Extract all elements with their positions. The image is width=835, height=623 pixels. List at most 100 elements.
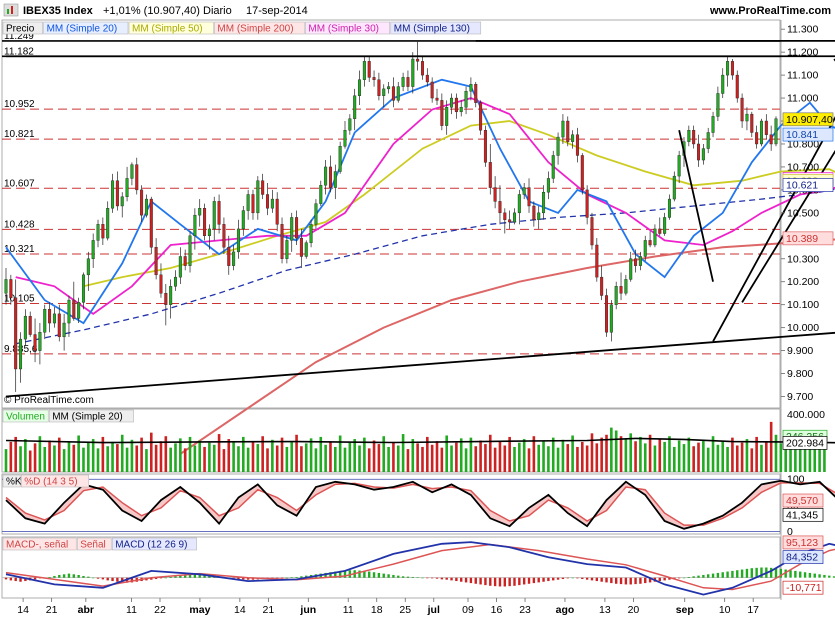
legend-item[interactable]: MACD (12 26 9) bbox=[112, 538, 196, 551]
macd-histogram-bar bbox=[814, 574, 816, 578]
candle-body bbox=[610, 305, 613, 333]
candle-body bbox=[668, 199, 671, 217]
macd-histogram-bar bbox=[373, 572, 375, 577]
volume-bar bbox=[150, 433, 153, 472]
volume-bar bbox=[339, 435, 342, 472]
macd-histogram-bar bbox=[174, 576, 176, 577]
volume-bar bbox=[174, 443, 177, 472]
macd-histogram-bar bbox=[455, 578, 457, 581]
legend-item[interactable]: MM (Simple 200) bbox=[214, 22, 304, 35]
volume-bar bbox=[596, 443, 599, 472]
candle-body bbox=[654, 229, 657, 245]
candle-body bbox=[305, 243, 308, 257]
legend-item[interactable]: MM (Simple 50) bbox=[129, 22, 213, 35]
macd-histogram-bar bbox=[470, 578, 472, 583]
legend-item[interactable]: MM (Simple 130) bbox=[391, 22, 481, 35]
candle bbox=[775, 116, 778, 146]
macd-histogram-bar bbox=[465, 578, 467, 583]
candle-body bbox=[339, 146, 342, 171]
candle-body bbox=[334, 172, 337, 188]
price-y-tick-label: 10.200 bbox=[787, 276, 819, 288]
legend-item[interactable]: MM (Simple 30) bbox=[305, 22, 389, 35]
candle-body bbox=[126, 178, 129, 196]
candle-body bbox=[218, 201, 221, 224]
legend-item[interactable]: %D (14 3 5) bbox=[21, 475, 89, 488]
legend-item[interactable]: MM (Simple 20) bbox=[49, 410, 133, 423]
candle-body bbox=[499, 201, 502, 212]
candle-body bbox=[261, 181, 264, 195]
macd-histogram-bar bbox=[445, 578, 447, 580]
candle bbox=[673, 172, 676, 202]
macd-histogram-bar bbox=[639, 578, 641, 584]
macd-histogram-bar bbox=[557, 578, 559, 580]
macd-histogram-bar bbox=[92, 578, 94, 579]
stochastic-badge: 49,570 bbox=[783, 494, 823, 507]
candle-body bbox=[658, 229, 661, 234]
stochastic-badge-label: 41,345 bbox=[786, 509, 818, 521]
volume-bar bbox=[353, 439, 356, 472]
candle-body bbox=[68, 300, 71, 323]
macd-histogram-bar bbox=[494, 578, 496, 586]
price-y-tick-label: 11.300 bbox=[787, 24, 818, 36]
legend-item[interactable]: Precio bbox=[3, 22, 43, 35]
candle-body bbox=[441, 100, 444, 125]
candle-body bbox=[97, 224, 100, 240]
volume-bar bbox=[542, 441, 545, 472]
volume-bar bbox=[378, 444, 381, 472]
stochastic-badge-label: 49,570 bbox=[786, 495, 818, 507]
volume-bar bbox=[484, 444, 487, 472]
x-axis-tick-label: 18 bbox=[371, 604, 383, 616]
x-axis-tick-label: jul bbox=[427, 604, 440, 616]
legend-item-label: %D (14 3 5) bbox=[24, 477, 77, 488]
volume-bar bbox=[499, 441, 502, 472]
macd-badge-label: 84,352 bbox=[786, 552, 818, 564]
macd-histogram-bar bbox=[77, 575, 79, 578]
volume-badge-label: 202.984 bbox=[786, 437, 824, 449]
volume-bar bbox=[169, 448, 172, 472]
candle-body bbox=[237, 229, 240, 252]
volume-bar bbox=[581, 442, 584, 472]
macd-histogram-bar bbox=[804, 572, 806, 577]
candle bbox=[736, 71, 739, 103]
level-line-label: 10.821 bbox=[4, 129, 35, 140]
macd-histogram-bar bbox=[542, 578, 544, 582]
candle-body bbox=[649, 240, 652, 245]
macd-histogram-bar bbox=[504, 578, 506, 587]
volume-bar bbox=[368, 448, 371, 472]
macd-histogram-bar bbox=[751, 568, 753, 577]
volume-bar bbox=[208, 443, 211, 472]
macd-histogram-bar bbox=[489, 578, 491, 586]
volume-bar bbox=[654, 446, 657, 472]
legend-item-label: MM (Simple 50) bbox=[132, 24, 203, 35]
candle-body bbox=[174, 277, 177, 286]
candle-body bbox=[397, 87, 400, 101]
candle-body bbox=[455, 98, 458, 112]
volume-bar bbox=[566, 444, 569, 472]
legend-item[interactable]: MACD-, señal bbox=[3, 538, 76, 551]
macd-histogram-bar bbox=[630, 578, 632, 585]
x-axis-tick-label: jun bbox=[299, 604, 316, 616]
macd-histogram-bar bbox=[412, 577, 414, 578]
macd-histogram-bar bbox=[610, 578, 612, 583]
macd-histogram-bar bbox=[116, 578, 118, 582]
macd-histogram-bar bbox=[547, 578, 549, 581]
volume-bar bbox=[160, 441, 163, 472]
macd-histogram-bar bbox=[581, 578, 583, 579]
legend-item[interactable]: %K bbox=[3, 475, 22, 488]
volume-bar bbox=[72, 445, 75, 472]
level-line-label: 10.607 bbox=[4, 178, 35, 189]
x-axis-tick-label: 16 bbox=[491, 604, 503, 616]
candle-body bbox=[562, 121, 565, 137]
volume-bar bbox=[726, 447, 729, 472]
legend-item[interactable]: MM (Simple 20) bbox=[44, 22, 128, 35]
macd-histogram-bar bbox=[397, 576, 399, 578]
candle-body bbox=[460, 107, 463, 112]
candle-body bbox=[402, 77, 405, 86]
candle-body bbox=[465, 91, 468, 107]
legend-item[interactable]: Volumen bbox=[3, 410, 48, 423]
macd-histogram-bar bbox=[712, 574, 714, 578]
date-label: 17-sep-2014 bbox=[246, 5, 308, 17]
legend-item[interactable]: Señal bbox=[77, 538, 111, 551]
price-y-tick-label: 10.000 bbox=[787, 322, 819, 334]
macd-histogram-bar bbox=[441, 578, 443, 580]
